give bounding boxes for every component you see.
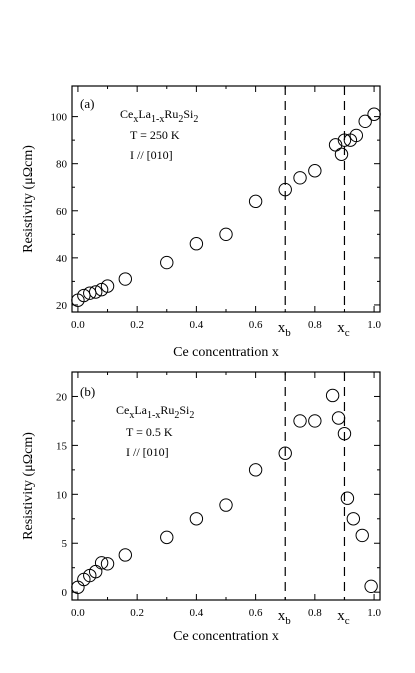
data-point [118,548,133,562]
data-point [71,580,85,594]
data-point [293,171,307,185]
data-point [189,237,204,251]
y-tick-label: 0 [62,587,68,599]
plot-frame [71,85,381,313]
data-point [100,557,115,571]
data-point [118,272,133,286]
y-tick-label: 10 [56,489,68,501]
data-point [219,498,233,512]
data-point [340,491,355,505]
data-point [346,512,361,526]
x-tick-label: 0.6 [249,607,263,619]
x-marker-label-b: xb [278,608,292,627]
y-tick-label: 100 [51,112,68,124]
data-point [94,556,109,570]
x-tick-label: 0.2 [130,319,144,331]
data-point [189,512,204,526]
formula-annotation: CexLa1-xRu2Si2 [116,403,194,421]
y-tick-label: 20 [56,391,68,403]
data-point [355,528,369,543]
y-tick-label: 20 [56,300,68,312]
y-tick-label: 60 [56,206,68,218]
data-point [248,463,263,477]
data-point [160,530,174,545]
data-point [325,388,340,403]
data-point [219,227,233,242]
temperature-annotation: T = 0.5 K [126,425,173,439]
y-tick-label: 5 [62,538,68,550]
data-point [334,147,349,161]
data-point [358,114,372,129]
data-point [308,164,322,178]
data-point [349,128,364,143]
x-axis-label: Ce concentration x [173,345,279,360]
data-point [337,133,352,147]
data-point [100,279,115,293]
x-tick-label: 0.4 [190,319,204,331]
x-tick-label: 0.6 [249,319,263,331]
x-marker-label-b: xb [278,320,292,339]
x-tick-label: 0.4 [190,607,204,619]
y-axis-label: Resistivity (μΩcm) [21,432,36,540]
x-tick-label: 1.0 [367,319,381,331]
current-direction-annotation: I // [010] [126,445,169,459]
data-point [160,255,174,270]
data-point [337,426,352,441]
x-tick-label: 0.2 [130,607,144,619]
x-tick-label: 0.0 [71,607,85,619]
panel-label: (b) [80,384,95,399]
y-axis-label: Resistivity (μΩcm) [21,145,36,253]
data-point [278,182,292,197]
current-direction-annotation: I // [010] [130,148,173,162]
formula-annotation: CexLa1-xRu2Si2 [120,107,198,125]
data-point [328,138,343,152]
data-point [308,414,322,428]
data-point [364,579,378,594]
data-point [367,107,381,121]
y-tick-label: 15 [56,440,68,452]
data-point [248,194,263,209]
x-tick-label: 0.8 [308,607,322,619]
data-point [331,411,346,425]
chart-panel-1: 0.0 0.2 0.4 0.6 0.8 1.0 20 40 60 80 100 xb xc (a) CexL… [21,85,381,360]
temperature-annotation: T = 250 K [130,128,180,142]
x-axis-label: Ce concentration x [173,629,279,644]
panel-label: (a) [80,96,94,111]
data-point [293,414,307,428]
chart-panel-2: 0.0 0.2 0.4 0.6 0.8 1.0 0 5 10 15 20 xb xc (b) CexLa1-… [21,371,381,644]
data-point [88,285,103,299]
x-marker-label-c: xc [337,608,350,627]
y-tick-label: 80 [56,159,68,171]
y-tick-label: 40 [56,253,68,265]
x-tick-label: 0.0 [71,319,85,331]
x-tick-label: 0.8 [308,319,322,331]
data-point [278,446,292,460]
x-marker-label-c: xc [337,320,350,339]
x-tick-label: 1.0 [367,607,381,619]
